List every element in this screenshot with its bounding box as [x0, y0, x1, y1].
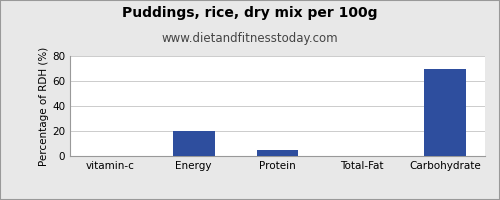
Bar [172, 131, 214, 156]
Bar [424, 68, 466, 156]
Bar [256, 150, 298, 156]
Text: Puddings, rice, dry mix per 100g: Puddings, rice, dry mix per 100g [122, 6, 378, 20]
Y-axis label: Percentage of RDH (%): Percentage of RDH (%) [39, 46, 49, 166]
Text: www.dietandfitnesstoday.com: www.dietandfitnesstoday.com [162, 32, 338, 45]
